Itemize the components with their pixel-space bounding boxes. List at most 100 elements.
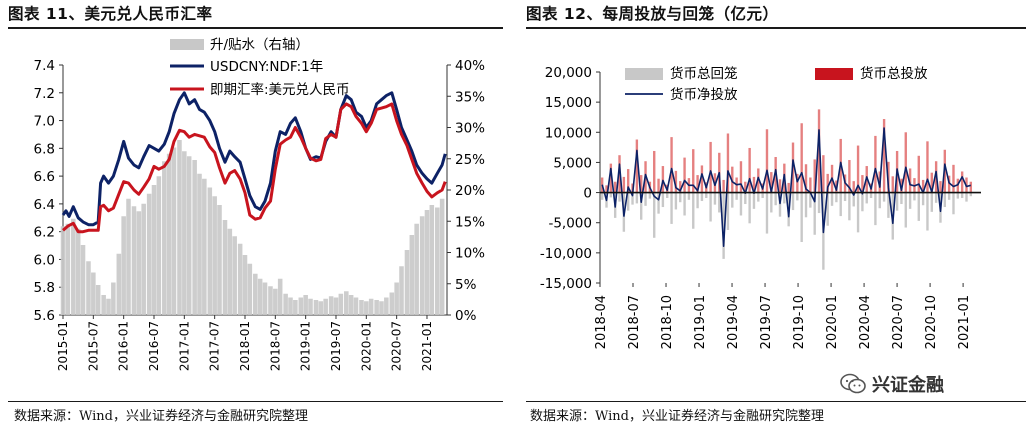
injection-bar — [796, 173, 799, 193]
withdrawal-bar — [640, 192, 643, 220]
premium-bar — [273, 288, 278, 315]
premium-bar — [237, 243, 243, 315]
withdrawal-bar — [722, 192, 725, 259]
withdrawal-bar — [683, 192, 686, 216]
withdrawal-bar — [830, 192, 834, 206]
injection-bar — [722, 179, 725, 193]
injection-bar — [679, 181, 682, 193]
left-y-tick-label: 7.2 — [34, 86, 55, 102]
left-source-text: 数据来源：Wind，兴业证券经济与金融研究院整理 — [14, 409, 308, 424]
withdrawal-bar — [865, 192, 868, 204]
injection-bar — [618, 155, 621, 193]
withdrawal-bar — [718, 192, 721, 213]
injection-bar — [900, 178, 903, 193]
legend-label-injection: 货币总投放 — [860, 65, 928, 82]
withdrawal-bar — [843, 192, 847, 202]
premium-bar — [222, 220, 228, 315]
injection-bar — [930, 172, 933, 193]
right-y-tick-label: 10% — [455, 246, 485, 262]
x-tick-label: 2020-01 — [359, 321, 373, 371]
right-chart-y-tick-label: 0 — [583, 186, 592, 202]
injection-bar — [917, 155, 920, 193]
injection-bar — [696, 175, 699, 193]
premium-bar — [207, 187, 213, 315]
withdrawal-bar — [635, 192, 639, 204]
right-chart-y-tick-label: -10,000 — [540, 246, 592, 262]
withdrawal-bar — [661, 192, 665, 208]
premium-bar — [121, 216, 126, 315]
right-chart-x-tick-label: 2019-10 — [792, 295, 807, 349]
x-tick-label: 2017-07 — [208, 321, 222, 371]
injection-bar — [908, 168, 912, 193]
withdrawal-bar — [713, 192, 717, 205]
legend-label-premium: 升/贴水（右轴） — [210, 37, 309, 53]
withdrawal-bar — [670, 192, 673, 224]
injection-bar — [882, 119, 886, 193]
injection-bar — [800, 123, 803, 193]
premium-bar — [313, 300, 319, 315]
right-chart-y-tick-label: 15,000 — [545, 95, 592, 111]
withdrawal-bar — [930, 192, 933, 212]
withdrawal-bar — [761, 192, 764, 198]
premium-bar — [91, 272, 96, 315]
withdrawal-bar — [748, 192, 751, 224]
injection-bar — [640, 175, 643, 193]
premium-bar — [374, 300, 379, 315]
premium-bar — [384, 297, 389, 315]
right-source-rule — [526, 401, 1026, 402]
right-chart-x-tick-label: 2020-01 — [825, 295, 840, 349]
withdrawal-bar — [765, 192, 769, 234]
withdrawal-bar — [687, 192, 691, 200]
withdrawal-bar — [969, 192, 973, 197]
premium-bar — [404, 250, 410, 315]
legend-label-spot: 即期汇率:美元兑人民币 — [210, 81, 350, 98]
premium-bar — [186, 156, 192, 315]
injection-bar — [826, 173, 829, 193]
premium-bar — [197, 173, 202, 315]
premium-bar — [101, 295, 106, 315]
withdrawal-bar — [813, 192, 816, 235]
x-tick-label: 2019-07 — [329, 321, 343, 371]
withdrawal-bar — [778, 192, 782, 217]
right-y-tick-label: 30% — [455, 121, 485, 137]
withdrawal-bar — [600, 192, 604, 200]
injection-bar — [692, 149, 695, 193]
withdrawal-bar — [835, 192, 838, 203]
premium-bar — [75, 228, 81, 315]
premium-bar — [106, 298, 111, 315]
premium-bar — [171, 147, 177, 315]
withdrawal-bar — [926, 192, 929, 231]
right-y-tick-label: 35% — [455, 89, 485, 105]
premium-bar — [394, 282, 399, 315]
injection-bar — [861, 175, 864, 193]
injection-bar — [661, 166, 665, 193]
injection-bar — [960, 171, 964, 193]
premium-bar — [247, 263, 253, 315]
injection-bar — [626, 169, 630, 193]
withdrawal-bar — [921, 192, 925, 206]
left-y-tick-label: 6.0 — [34, 252, 55, 268]
premium-bar — [414, 223, 419, 315]
withdrawal-bar — [679, 192, 682, 203]
premium-bar — [323, 298, 328, 315]
left-y-tick-label: 6.2 — [34, 225, 55, 241]
legend-swatch-withdrawal — [625, 68, 663, 80]
left-title-rule — [8, 27, 503, 29]
injection-bar — [956, 178, 960, 193]
premium-bar — [364, 301, 369, 315]
injection-bar — [813, 159, 816, 193]
premium-bar — [429, 205, 435, 315]
right-chart-x-tick-label: 2018-10 — [660, 295, 675, 349]
ndf-line — [61, 91, 447, 227]
withdrawal-bar — [653, 192, 656, 238]
legend-label-withdrawal: 货币总回笼 — [670, 65, 738, 82]
injection-bar — [622, 176, 626, 193]
withdrawal-bar — [869, 192, 873, 198]
legend-label-ndf: USDCNY:NDF:1年 — [210, 59, 323, 75]
injection-bar — [700, 165, 704, 193]
premium-bar — [126, 198, 131, 315]
withdrawal-bar — [666, 192, 669, 198]
x-tick-label: 2016-01 — [117, 321, 131, 371]
right-source-text: 数据来源：Wind，兴业证券经济与金融研究院整理 — [530, 409, 824, 424]
injection-bar — [848, 160, 851, 193]
